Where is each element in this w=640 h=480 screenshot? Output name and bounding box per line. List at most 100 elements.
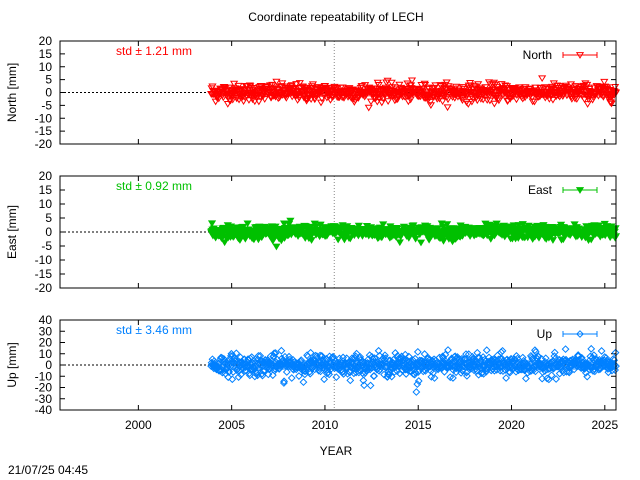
plot-frame bbox=[59, 40, 617, 145]
data-point bbox=[223, 101, 232, 108]
data-point bbox=[406, 96, 415, 104]
data-point bbox=[343, 369, 352, 378]
std-annotation: std ± 0.92 mm bbox=[116, 179, 192, 193]
data-point bbox=[580, 365, 589, 373]
data-point bbox=[273, 86, 282, 93]
data-point bbox=[443, 104, 452, 112]
y-tick-label: 30 bbox=[39, 324, 53, 338]
data-point bbox=[443, 96, 453, 104]
x-tick-label: 2005 bbox=[218, 418, 245, 432]
outlier-point bbox=[279, 379, 288, 387]
data-point bbox=[354, 222, 363, 230]
data-point bbox=[494, 97, 503, 105]
data-point bbox=[411, 235, 420, 243]
outlier-point bbox=[360, 381, 369, 390]
data-point bbox=[531, 346, 539, 355]
data-point bbox=[462, 350, 470, 359]
data-point bbox=[601, 83, 610, 91]
data-point bbox=[310, 220, 319, 228]
data-point bbox=[600, 78, 609, 86]
data-point bbox=[224, 373, 233, 382]
y-tick-label: 15 bbox=[39, 183, 53, 197]
std-annotation: std ± 1.21 mm bbox=[116, 44, 192, 58]
data-point bbox=[538, 75, 547, 83]
data-point bbox=[377, 355, 386, 364]
data-point bbox=[405, 92, 414, 100]
y-tick-label: 20 bbox=[39, 336, 53, 350]
x-axis-label: YEAR bbox=[320, 444, 353, 458]
data-point bbox=[561, 82, 571, 90]
data-point bbox=[254, 98, 263, 106]
legend-marker bbox=[575, 187, 585, 194]
data-point bbox=[395, 81, 404, 89]
data-point bbox=[303, 87, 313, 94]
data-point bbox=[320, 375, 329, 384]
data-point bbox=[305, 359, 314, 367]
data-point bbox=[473, 348, 482, 357]
data-point bbox=[437, 220, 446, 228]
series-up-points bbox=[207, 344, 620, 396]
data-point bbox=[583, 372, 592, 381]
y-tick-label: -15 bbox=[35, 267, 53, 281]
data-point bbox=[548, 96, 558, 104]
data-point bbox=[494, 95, 503, 103]
data-point bbox=[212, 361, 220, 370]
legend-marker bbox=[576, 330, 584, 338]
plot-frame bbox=[59, 175, 617, 289]
data-point bbox=[555, 369, 564, 378]
data-point bbox=[334, 236, 343, 244]
data-point bbox=[366, 381, 375, 390]
y-axis-label: North [mm] bbox=[5, 63, 19, 122]
data-point bbox=[232, 349, 241, 358]
data-point bbox=[501, 82, 510, 90]
data-point bbox=[220, 239, 229, 247]
data-point bbox=[298, 89, 307, 96]
x-tick-label: 2010 bbox=[312, 418, 339, 432]
data-point bbox=[493, 362, 502, 371]
data-point bbox=[390, 367, 399, 376]
data-point bbox=[278, 80, 287, 88]
data-point bbox=[490, 81, 499, 89]
data-point bbox=[239, 98, 248, 106]
data-point bbox=[295, 80, 304, 87]
data-point bbox=[334, 89, 343, 96]
data-point bbox=[604, 368, 613, 377]
data-point bbox=[317, 95, 327, 103]
data-point bbox=[361, 368, 370, 377]
y-tick-label: 20 bbox=[39, 34, 53, 48]
data-point bbox=[603, 85, 612, 93]
x-tick-label: 2020 bbox=[498, 418, 525, 432]
legend-label: Up bbox=[537, 327, 553, 341]
data-point bbox=[420, 350, 429, 358]
data-point bbox=[562, 367, 571, 376]
data-point bbox=[244, 97, 254, 104]
data-point bbox=[287, 374, 296, 382]
y-tick-label: -40 bbox=[35, 403, 53, 417]
data-point bbox=[302, 361, 311, 370]
data-point bbox=[416, 239, 426, 247]
data-point bbox=[441, 350, 450, 359]
data-point bbox=[379, 221, 388, 229]
data-point bbox=[306, 369, 315, 378]
data-point bbox=[340, 236, 349, 244]
data-point bbox=[536, 84, 545, 92]
data-point bbox=[597, 347, 606, 355]
y-tick-label: -20 bbox=[35, 281, 53, 295]
data-point bbox=[251, 358, 260, 367]
data-point bbox=[581, 80, 590, 88]
data-point bbox=[611, 366, 620, 374]
data-point bbox=[368, 363, 377, 372]
data-point bbox=[245, 371, 254, 380]
data-point bbox=[243, 220, 252, 228]
data-point bbox=[499, 367, 507, 376]
y-tick-label: -20 bbox=[35, 137, 53, 151]
data-point bbox=[434, 225, 443, 232]
data-point bbox=[282, 368, 291, 376]
data-point bbox=[407, 77, 417, 85]
outlier-point bbox=[413, 380, 422, 389]
data-point bbox=[346, 376, 355, 385]
data-point bbox=[548, 237, 558, 244]
data-point bbox=[443, 221, 452, 229]
